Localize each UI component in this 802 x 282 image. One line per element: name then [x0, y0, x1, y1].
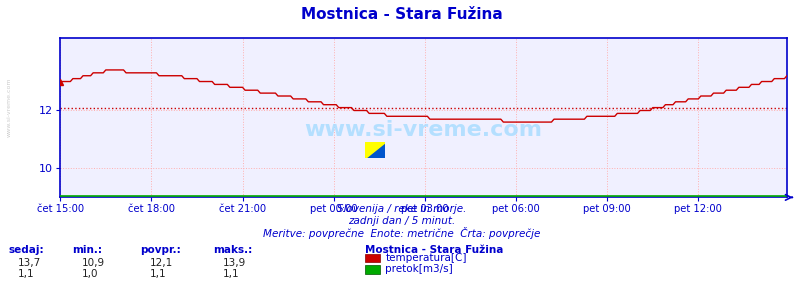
Text: 1,1: 1,1: [18, 269, 34, 279]
Text: Slovenija / reke in morje.: Slovenija / reke in morje.: [336, 204, 466, 214]
Text: povpr.:: povpr.:: [140, 245, 181, 255]
Text: 1,1: 1,1: [150, 269, 167, 279]
Polygon shape: [365, 142, 385, 158]
Text: Meritve: povprečne  Enote: metrične  Črta: povprečje: Meritve: povprečne Enote: metrične Črta:…: [262, 227, 540, 239]
Text: maks.:: maks.:: [213, 245, 252, 255]
Text: 1,1: 1,1: [222, 269, 239, 279]
Text: Mostnica - Stara Fužina: Mostnica - Stara Fužina: [365, 245, 503, 255]
Text: zadnji dan / 5 minut.: zadnji dan / 5 minut.: [347, 216, 455, 226]
Text: min.:: min.:: [72, 245, 102, 255]
Text: www.si-vreme.com: www.si-vreme.com: [6, 78, 11, 137]
Text: 12,1: 12,1: [150, 258, 173, 268]
Text: 10,9: 10,9: [82, 258, 105, 268]
Text: Mostnica - Stara Fužina: Mostnica - Stara Fužina: [300, 7, 502, 22]
Text: sedaj:: sedaj:: [8, 245, 43, 255]
Text: www.si-vreme.com: www.si-vreme.com: [304, 120, 542, 140]
Text: 1,0: 1,0: [82, 269, 99, 279]
Text: 13,7: 13,7: [18, 258, 41, 268]
Polygon shape: [365, 142, 385, 158]
Text: pretok[m3/s]: pretok[m3/s]: [385, 264, 452, 274]
Text: temperatura[C]: temperatura[C]: [385, 253, 466, 263]
Text: 13,9: 13,9: [222, 258, 245, 268]
